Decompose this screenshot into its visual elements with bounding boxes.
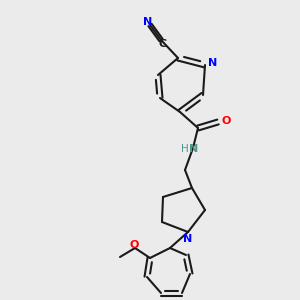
- Text: O: O: [222, 116, 231, 126]
- Text: N: N: [143, 17, 153, 27]
- Text: O: O: [129, 240, 139, 250]
- Text: H: H: [181, 144, 189, 154]
- Text: N: N: [189, 144, 199, 154]
- Text: N: N: [208, 58, 217, 68]
- Text: N: N: [183, 234, 193, 244]
- Text: C: C: [159, 39, 167, 49]
